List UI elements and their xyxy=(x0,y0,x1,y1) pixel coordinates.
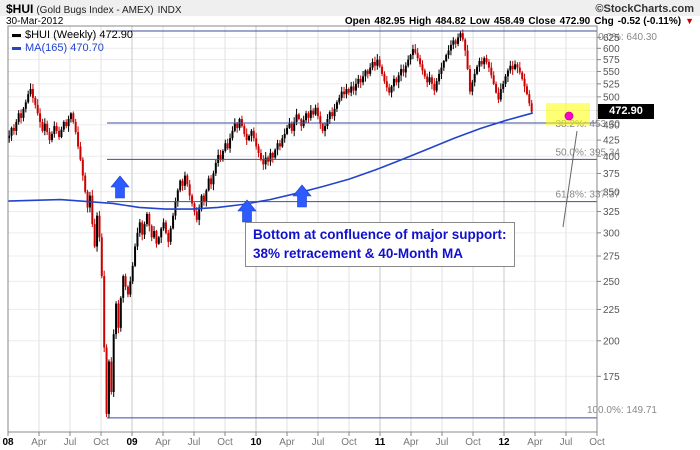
svg-text:350: 350 xyxy=(603,187,620,198)
svg-text:Oct: Oct xyxy=(217,437,233,448)
svg-text:325: 325 xyxy=(603,207,620,218)
svg-text:0.0%: 640.30: 0.0%: 640.30 xyxy=(598,32,657,43)
exchange-label: INDX xyxy=(157,4,182,16)
quote-bar: 30-Mar-2012 Open 482.95 High 484.82 Low 458.4… xyxy=(0,15,700,28)
svg-text:Oct: Oct xyxy=(341,437,357,448)
callout-line-2: 38% retracement & 40-Month MA xyxy=(253,246,464,261)
svg-text:175: 175 xyxy=(603,372,620,383)
last-price-tag: 472.90 xyxy=(598,104,654,119)
price-legend-label: $HUI (Weekly) 472.90 xyxy=(25,29,134,41)
svg-text:250: 250 xyxy=(603,277,620,288)
down-triangle-icon: ▼ xyxy=(685,16,694,26)
close-value: 472.90 xyxy=(559,16,591,27)
chg-label: Chg xyxy=(594,16,614,27)
svg-text:61.8%: 337.37: 61.8%: 337.37 xyxy=(556,190,621,201)
svg-text:09: 09 xyxy=(126,437,138,448)
svg-text:Jul: Jul xyxy=(188,437,201,448)
svg-text:08: 08 xyxy=(2,437,14,448)
open-value: 482.95 xyxy=(374,16,406,27)
stockcharts-copyright-link[interactable]: ©StockCharts.com xyxy=(595,2,694,15)
chart-header: $HUI (Gold Bugs Index - AMEX) INDX ©StockC… xyxy=(0,0,700,16)
svg-text:450: 450 xyxy=(603,120,620,131)
svg-text:275: 275 xyxy=(603,252,620,263)
svg-text:Apr: Apr xyxy=(279,437,295,448)
svg-text:575: 575 xyxy=(603,55,620,66)
analyst-callout-box: Bottom at confluence of major support: 3… xyxy=(245,222,515,267)
svg-text:600: 600 xyxy=(603,44,620,55)
svg-text:Jul: Jul xyxy=(312,437,325,448)
svg-text:Oct: Oct xyxy=(465,437,481,448)
svg-text:Apr: Apr xyxy=(31,437,47,448)
quote-date: 30-Mar-2012 xyxy=(6,16,64,27)
svg-text:Jul: Jul xyxy=(64,437,77,448)
svg-text:10: 10 xyxy=(250,437,262,448)
svg-text:Apr: Apr xyxy=(527,437,543,448)
svg-text:100.0%: 149.71: 100.0%: 149.71 xyxy=(587,405,657,416)
symbol-description: (Gold Bugs Index - AMEX) xyxy=(36,4,154,16)
price-series-swatch-icon xyxy=(12,33,21,37)
chart-title: $HUI (Gold Bugs Index - AMEX) INDX xyxy=(6,0,182,18)
open-label: Open xyxy=(344,16,371,27)
ohlc-readout: Open 482.95 High 484.82 Low 458.49 Close 472.90… xyxy=(341,16,694,27)
svg-text:300: 300 xyxy=(603,228,620,239)
svg-text:400: 400 xyxy=(603,152,620,163)
svg-text:11: 11 xyxy=(375,437,386,448)
svg-text:625: 625 xyxy=(603,33,620,44)
ma-series-swatch-icon xyxy=(12,46,21,50)
svg-text:525: 525 xyxy=(603,79,620,90)
low-value: 458.49 xyxy=(493,16,525,27)
high-label: High xyxy=(409,16,432,27)
ma-legend-label: MA(165) 470.70 xyxy=(25,42,104,54)
svg-text:225: 225 xyxy=(603,305,620,316)
svg-text:Apr: Apr xyxy=(403,437,419,448)
price-legend: $HUI (Weekly) 472.90 xyxy=(12,29,133,41)
svg-text:500: 500 xyxy=(603,92,620,103)
svg-text:Jul: Jul xyxy=(560,437,573,448)
svg-text:425: 425 xyxy=(603,136,620,147)
svg-text:Oct: Oct xyxy=(589,437,605,448)
svg-text:550: 550 xyxy=(603,67,620,78)
svg-text:50.0%: 395.34: 50.0%: 395.34 xyxy=(556,147,621,158)
svg-text:375: 375 xyxy=(603,169,620,180)
high-value: 484.82 xyxy=(435,16,466,27)
chg-value: -0.52 (-0.11%) xyxy=(617,16,682,27)
svg-text:200: 200 xyxy=(603,336,620,347)
low-label: Low xyxy=(469,16,490,27)
ma-legend: MA(165) 470.70 xyxy=(12,42,104,54)
svg-text:Apr: Apr xyxy=(155,437,171,448)
symbol-label: $HUI xyxy=(6,1,34,16)
svg-text:Jul: Jul xyxy=(436,437,449,448)
svg-text:12: 12 xyxy=(498,437,510,448)
svg-text:Oct: Oct xyxy=(93,437,109,448)
callout-line-1: Bottom at confluence of major support: xyxy=(253,227,507,242)
close-label: Close xyxy=(528,16,556,27)
